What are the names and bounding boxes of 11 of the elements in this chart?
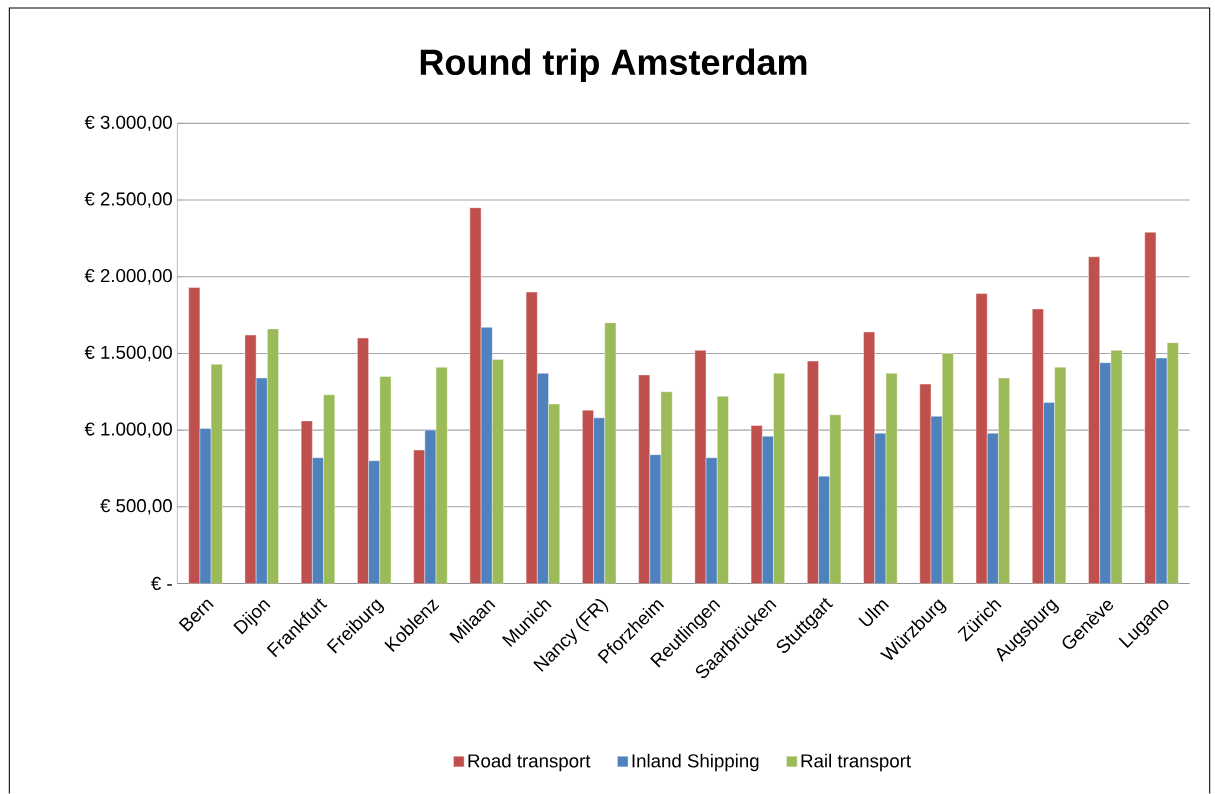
y-tick-label: € 1.500,00: [84, 345, 172, 362]
y-tick-label: € 1.000,00: [84, 422, 172, 439]
y-tick-label: € 2.000,00: [84, 269, 172, 285]
y-tick-label: € 500,00: [100, 499, 172, 515]
legend-label: Inland Shipping: [632, 754, 759, 772]
legend-label: Rail transport: [801, 754, 911, 772]
chart-title: Round trip Amsterdam: [420, 48, 807, 83]
y-tick-label: € 2.500,00: [84, 192, 172, 208]
y-tick-label: € -: [151, 577, 172, 591]
y-tick-label: € 3.000,00: [84, 115, 172, 132]
legend-label: Road transport: [468, 754, 591, 772]
